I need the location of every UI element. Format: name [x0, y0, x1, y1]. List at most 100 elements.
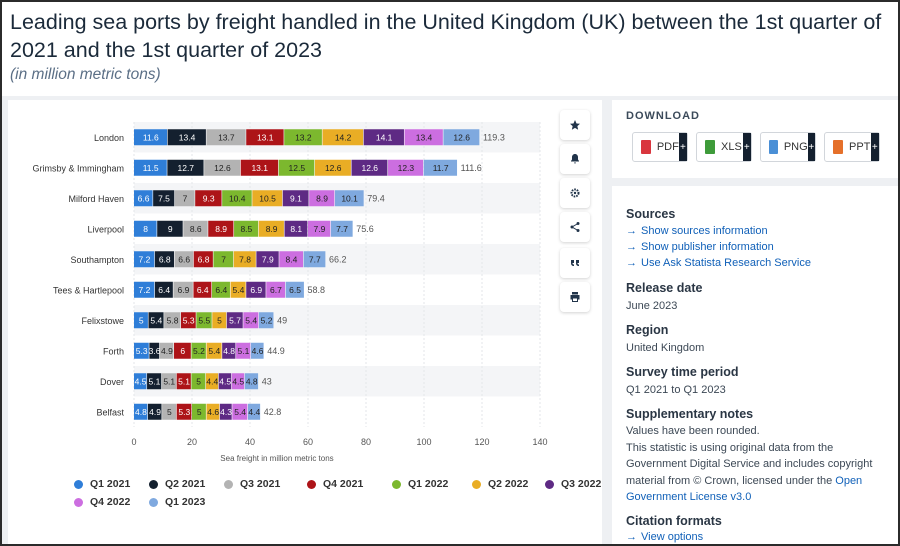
- bar-segment: [204, 159, 241, 176]
- data-label: 6.8: [198, 254, 210, 264]
- print-icon: [570, 292, 580, 302]
- bar-segment: [180, 312, 196, 329]
- data-label: 9.1: [290, 193, 302, 203]
- data-label: 4.8: [223, 346, 235, 356]
- supplementary-notes-heading: Supplementary notes: [626, 407, 754, 421]
- legend-item[interactable]: Q3 2021: [224, 478, 280, 490]
- data-label: 6.4: [197, 285, 209, 295]
- data-label: 9.3: [203, 193, 215, 203]
- download-xls-button[interactable]: XLS +: [696, 132, 752, 162]
- share-icon: [570, 222, 580, 232]
- data-label: 6.4: [158, 285, 170, 295]
- data-label: 6.4: [215, 285, 227, 295]
- legend-item[interactable]: Q1 2023: [149, 496, 205, 508]
- share-button[interactable]: [560, 212, 590, 242]
- legend-label: Q2 2022: [488, 478, 529, 490]
- bar-segment: [149, 342, 160, 359]
- data-label: 4.8: [246, 376, 258, 386]
- bar-segment: [231, 373, 245, 390]
- data-label: 12.6: [453, 132, 470, 142]
- legend-item[interactable]: Q4 2021: [307, 478, 363, 490]
- bar-segment: [167, 129, 206, 146]
- data-label: 5.7: [229, 315, 241, 325]
- bar-segment: [388, 159, 424, 176]
- data-label: 5.4: [234, 407, 246, 417]
- bar-segment: [192, 403, 206, 420]
- data-label: 5.4: [208, 346, 220, 356]
- download-ppt-label: PPT: [849, 141, 871, 153]
- bar-segment: [191, 373, 206, 390]
- data-label: 5.1: [163, 376, 175, 386]
- data-label: 12.6: [214, 163, 231, 173]
- data-label: 14.2: [335, 132, 352, 142]
- category-label: Tees & Hartlepool: [53, 285, 124, 295]
- star-icon: [570, 120, 580, 130]
- data-label: 8.5: [240, 224, 252, 234]
- total-label: 44.9: [267, 346, 285, 356]
- bar-segment: [212, 281, 230, 298]
- bar-segment: [256, 251, 279, 268]
- download-ppt-button[interactable]: PPT +: [824, 132, 880, 162]
- bar-segment: [309, 190, 335, 207]
- xls-file-icon: [705, 140, 715, 154]
- data-label: 13.4: [416, 132, 433, 142]
- bar-segment: [134, 281, 155, 298]
- cite-button[interactable]: [560, 248, 590, 278]
- legend-item[interactable]: Q3 2022: [545, 478, 601, 490]
- legend-item[interactable]: Q4 2022: [74, 496, 130, 508]
- legend-label: Q4 2021: [323, 478, 364, 490]
- data-label: 5.5: [198, 315, 210, 325]
- bar-segment: [206, 342, 222, 359]
- data-label: 12.3: [398, 163, 415, 173]
- legend-marker: [392, 479, 401, 489]
- total-label: 75.6: [356, 224, 374, 234]
- legend-label: Q3 2021: [240, 478, 281, 490]
- legend-marker: [472, 479, 481, 489]
- x-tick-label: 140: [532, 437, 547, 447]
- data-label: 7.2: [139, 285, 151, 295]
- bar-segment: [134, 159, 167, 176]
- bar-segment: [193, 281, 212, 298]
- download-pdf-button[interactable]: PDF +: [632, 132, 688, 162]
- data-label: 7.7: [336, 224, 348, 234]
- show-publisher-link[interactable]: → Show publisher information: [626, 241, 774, 253]
- bar-segment: [167, 159, 204, 176]
- print-button[interactable]: [560, 282, 590, 312]
- notification-button[interactable]: [560, 144, 590, 174]
- open-government-license-link[interactable]: Open Government License v3.0: [626, 474, 863, 504]
- download-pdf-label: PDF: [656, 141, 679, 153]
- bar-segment: [234, 220, 259, 237]
- bar-segment: [284, 129, 322, 146]
- settings-button[interactable]: [560, 178, 590, 208]
- bar-segment: [222, 342, 236, 359]
- legend-item[interactable]: Q1 2022: [392, 478, 448, 490]
- bar-segment: [246, 129, 284, 146]
- bar-segment: [134, 220, 157, 237]
- download-xls-plus: +: [742, 133, 751, 161]
- view-citation-options-link[interactable]: → View options: [626, 531, 704, 543]
- legend-item[interactable]: Q1 2021: [74, 478, 130, 490]
- data-label: 6.6: [178, 254, 190, 264]
- legend-marker: [149, 479, 158, 489]
- data-label: 12.7: [177, 163, 194, 173]
- bar-segment: [174, 342, 191, 359]
- data-label: 14.1: [376, 132, 393, 142]
- bar-segment: [147, 373, 162, 390]
- data-label: 8.6: [190, 224, 202, 234]
- bar-segment: [236, 342, 251, 359]
- bar-segment: [134, 251, 155, 268]
- favorite-button[interactable]: [560, 110, 590, 140]
- legend-item[interactable]: Q2 2022: [472, 478, 528, 490]
- download-png-button[interactable]: PNG +: [760, 132, 816, 162]
- release-date-heading: Release date: [626, 281, 703, 295]
- category-label: Forth: [103, 346, 124, 356]
- research-service-link[interactable]: → Use Ask Statista Research Service: [626, 257, 811, 269]
- data-label: 4.4: [248, 407, 260, 417]
- bar-segment: [134, 373, 147, 390]
- data-label: 4.5: [135, 376, 147, 386]
- data-label: 5.1: [149, 376, 161, 386]
- bar-segment: [247, 403, 261, 420]
- data-label: 5.2: [193, 346, 205, 356]
- legend-item[interactable]: Q2 2021: [149, 478, 205, 490]
- show-sources-link[interactable]: → Show sources information: [626, 225, 768, 237]
